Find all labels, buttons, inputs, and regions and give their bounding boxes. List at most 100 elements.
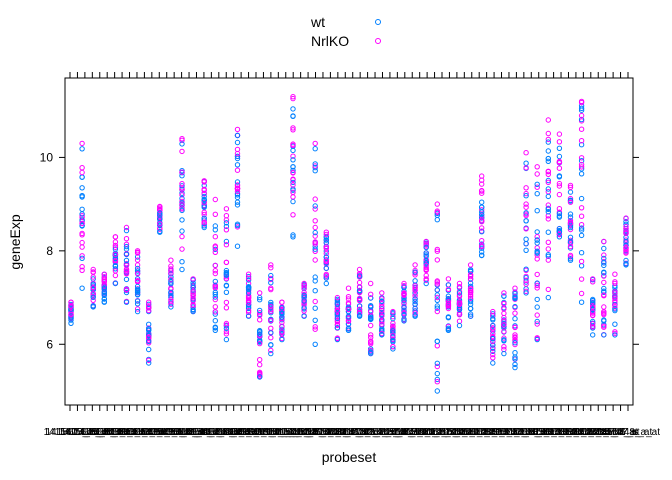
point-nrlko [523, 212, 529, 219]
point-nrlko [323, 259, 329, 265]
point-nrlko [279, 299, 285, 305]
x-tick-label: 1415694_at [200, 427, 253, 438]
point-wt [434, 217, 440, 223]
point-wt [590, 297, 596, 304]
point-nrlko [567, 243, 574, 250]
point-nrlko [523, 201, 529, 207]
point-wt [556, 145, 563, 152]
point-nrlko [223, 242, 230, 248]
point-wt [101, 286, 108, 292]
point-wt [179, 141, 185, 147]
x-tick-label: 1415707_at [297, 427, 350, 438]
point-nrlko [434, 363, 440, 370]
point-wt [279, 305, 285, 311]
point-wt [423, 253, 429, 259]
point-nrlko [212, 296, 219, 303]
point-wt [123, 289, 130, 296]
point-wt [601, 332, 607, 338]
point-nrlko [234, 150, 241, 157]
point-nrlko [479, 238, 485, 244]
point-nrlko [456, 292, 463, 298]
point-wt [390, 330, 396, 336]
point-nrlko [334, 317, 341, 324]
point-nrlko [190, 295, 196, 301]
point-nrlko [234, 188, 241, 195]
point-wt [512, 303, 518, 310]
point-nrlko [223, 259, 230, 266]
point-wt [223, 269, 230, 276]
point-nrlko [578, 126, 585, 132]
point-wt [412, 313, 418, 319]
point-nrlko [257, 317, 263, 323]
point-nrlko [390, 332, 396, 338]
point-wt [479, 199, 485, 205]
point-wt [312, 317, 318, 323]
point-nrlko [590, 324, 596, 330]
point-wt [168, 279, 174, 285]
point-nrlko [523, 277, 529, 283]
point-wt [401, 318, 407, 324]
point-wt [445, 314, 452, 320]
point-wt [168, 274, 174, 280]
point-nrlko [578, 164, 585, 170]
point-wt [190, 308, 196, 315]
point-nrlko [423, 242, 429, 248]
point-wt [601, 245, 607, 252]
point-nrlko [345, 306, 352, 313]
point-nrlko [368, 322, 374, 329]
point-wt [390, 315, 396, 322]
point-wt [545, 193, 551, 200]
point-wt [201, 223, 207, 229]
point-nrlko [334, 322, 341, 329]
point-nrlko [123, 224, 130, 231]
x-tick-label: 1415726_at [438, 427, 491, 438]
point-wt [534, 296, 540, 303]
point-nrlko [456, 312, 463, 318]
point-nrlko [612, 295, 618, 301]
point-wt [523, 247, 529, 254]
point-nrlko [223, 328, 230, 335]
point-wt [623, 262, 629, 268]
point-wt [212, 327, 219, 333]
point-nrlko [479, 188, 485, 194]
point-wt [245, 285, 252, 291]
x-tick-label: 1415680_at [96, 427, 149, 438]
point-wt [134, 288, 141, 294]
point-nrlko [179, 137, 185, 144]
point-nrlko [601, 293, 607, 299]
point-nrlko [601, 238, 607, 245]
point-wt [79, 193, 85, 199]
x-tick-label: 1415715_at [356, 427, 409, 438]
legend: wt NrlKO [310, 14, 381, 49]
point-wt [179, 183, 185, 189]
point-wt [168, 304, 174, 310]
point-wt [578, 263, 585, 269]
point-nrlko [401, 280, 407, 287]
x-tick-label: 1415706_at [289, 427, 342, 438]
point-nrlko [323, 271, 329, 278]
point-nrlko [134, 248, 141, 254]
point-nrlko [223, 213, 230, 219]
point-nrlko [556, 131, 563, 137]
point-nrlko [134, 278, 141, 284]
point-wt [456, 306, 463, 312]
x-tick-labels: 1415670_at1415674_a_at1415675_at1415676_… [44, 427, 661, 438]
point-wt [312, 161, 318, 167]
point-wt [234, 139, 241, 146]
point-wt [434, 303, 440, 309]
point-nrlko [534, 184, 540, 190]
point-wt [545, 253, 551, 259]
point-wt [123, 251, 130, 258]
point-nrlko [212, 309, 219, 315]
point-nrlko [467, 290, 474, 296]
point-nrlko [512, 285, 518, 291]
point-wt [312, 164, 318, 171]
point-nrlko [301, 282, 307, 289]
point-nrlko [168, 297, 174, 303]
point-wt [279, 310, 285, 316]
point-nrlko [179, 233, 185, 240]
point-wt [368, 350, 374, 357]
point-wt [379, 298, 385, 305]
point-wt [179, 266, 185, 273]
point-nrlko [368, 341, 374, 347]
